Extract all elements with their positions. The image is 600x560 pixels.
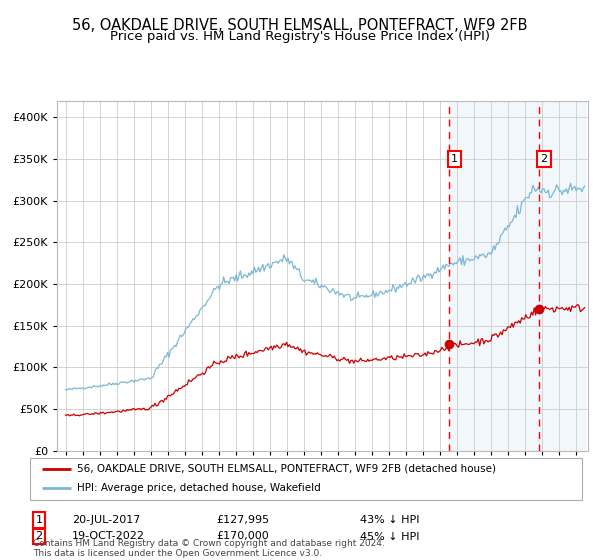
Text: 43% ↓ HPI: 43% ↓ HPI bbox=[360, 515, 419, 525]
Text: HPI: Average price, detached house, Wakefield: HPI: Average price, detached house, Wake… bbox=[77, 483, 320, 493]
Text: 45% ↓ HPI: 45% ↓ HPI bbox=[360, 531, 419, 542]
Text: 19-OCT-2022: 19-OCT-2022 bbox=[72, 531, 145, 542]
Text: 56, OAKDALE DRIVE, SOUTH ELMSALL, PONTEFRACT, WF9 2FB: 56, OAKDALE DRIVE, SOUTH ELMSALL, PONTEF… bbox=[72, 18, 528, 32]
Bar bbox=[449, 101, 584, 451]
Text: 1: 1 bbox=[451, 154, 458, 164]
Text: 56, OAKDALE DRIVE, SOUTH ELMSALL, PONTEFRACT, WF9 2FB (detached house): 56, OAKDALE DRIVE, SOUTH ELMSALL, PONTEF… bbox=[77, 464, 496, 474]
Text: 2: 2 bbox=[35, 531, 43, 542]
Text: 2: 2 bbox=[540, 154, 547, 164]
Text: Contains HM Land Registry data © Crown copyright and database right 2024.
This d: Contains HM Land Registry data © Crown c… bbox=[33, 539, 385, 558]
Text: Price paid vs. HM Land Registry's House Price Index (HPI): Price paid vs. HM Land Registry's House … bbox=[110, 30, 490, 44]
Text: 1: 1 bbox=[35, 515, 43, 525]
Text: £127,995: £127,995 bbox=[216, 515, 269, 525]
Text: 20-JUL-2017: 20-JUL-2017 bbox=[72, 515, 140, 525]
Text: £170,000: £170,000 bbox=[216, 531, 269, 542]
